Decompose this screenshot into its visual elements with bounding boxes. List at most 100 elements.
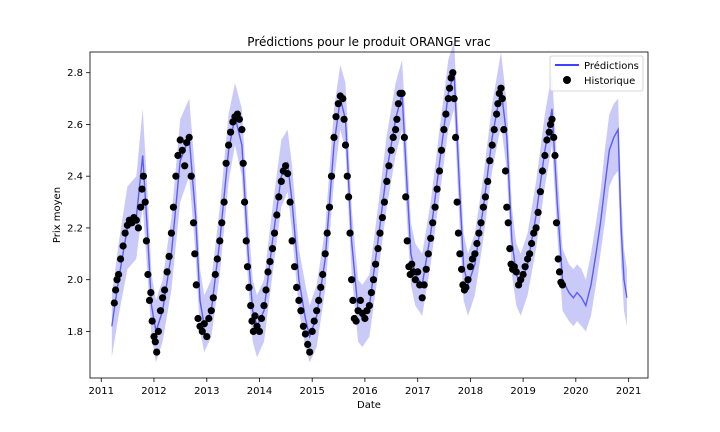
plot-area [110,41,628,363]
history-point [433,185,441,193]
history-point [521,263,529,271]
history-point [349,296,357,304]
history-point [156,307,165,315]
history-point [408,260,416,268]
history-point [174,151,182,160]
history-point [165,252,173,260]
history-point [543,136,551,144]
history-point [207,307,215,315]
history-point [191,250,199,258]
history-point [550,133,558,141]
history-point [346,229,354,237]
history-point [319,270,327,279]
history-point [538,167,547,175]
history-point [227,128,235,136]
history-point [361,314,369,323]
history-point [282,162,290,170]
history-point [222,159,230,167]
x-tick-label: 2016 [352,386,377,397]
history-point [110,299,118,307]
history-point [115,270,123,279]
history-point [367,289,375,297]
history-point [310,317,318,325]
history-point [528,239,536,248]
history-point [435,167,444,175]
history-point [134,224,142,232]
legend-label-history: Historique [584,76,635,87]
history-point [153,348,161,356]
history-point [241,198,249,206]
history-point [257,314,266,323]
history-point [398,89,406,97]
history-point [555,268,564,276]
history-point [239,159,247,167]
history-point [420,281,428,289]
history-point [251,312,259,320]
history-point [440,126,448,134]
history-point [167,229,175,237]
history-point [141,198,149,206]
history-point [249,327,257,335]
history-point [213,255,221,263]
x-tick-label: 2018 [458,386,483,397]
history-point [148,317,156,325]
history-point [343,172,351,180]
x-tick-label: 2019 [510,386,535,397]
history-point [260,302,268,310]
history-point [323,229,331,237]
history-point [200,320,208,328]
history-point [504,219,512,227]
x-axis-label: Date [357,400,381,411]
history-point [189,219,198,227]
history-point [313,307,321,315]
history-point [534,208,542,216]
history-point [288,237,296,245]
axes-frame [89,51,649,379]
history-point [145,296,154,304]
history-point [486,157,494,165]
x-tick-label: 2012 [141,386,166,397]
legend-dot-swatch [563,76,571,84]
history-point [211,270,219,279]
history-point [422,265,430,273]
history-point [163,268,171,276]
history-point [453,198,461,206]
history-point [376,229,384,237]
history-point [169,203,177,211]
history-point [356,296,364,304]
history-point [387,146,395,154]
history-point [383,177,391,185]
history-point [216,237,224,245]
history-point [403,237,411,245]
history-point [315,296,323,304]
history-point [519,270,527,279]
history-point [286,198,294,206]
history-point [551,151,559,160]
history-point [339,95,347,103]
y-tick-label: 2.8 [67,68,83,79]
history-point [218,219,226,227]
history-point [147,289,155,297]
history-point [178,146,186,154]
history-point [139,172,147,180]
history-point [142,237,150,245]
history-point [327,172,336,180]
history-point [458,265,466,273]
history-point [112,286,120,294]
history-point [295,296,303,304]
history-point [389,133,397,141]
history-point [501,167,510,175]
history-point [345,193,353,201]
history-point [372,260,380,268]
legend-label-predictions: Prédictions [584,60,639,72]
history-point [117,255,125,263]
history-point [541,151,549,160]
history-point [341,141,350,149]
history-point [444,95,452,103]
history-point [352,317,360,325]
history-point [154,327,162,335]
history-point [497,84,505,92]
history-point [138,185,146,193]
y-axis-label: Prix moyen [52,187,63,243]
history-point [297,307,305,315]
